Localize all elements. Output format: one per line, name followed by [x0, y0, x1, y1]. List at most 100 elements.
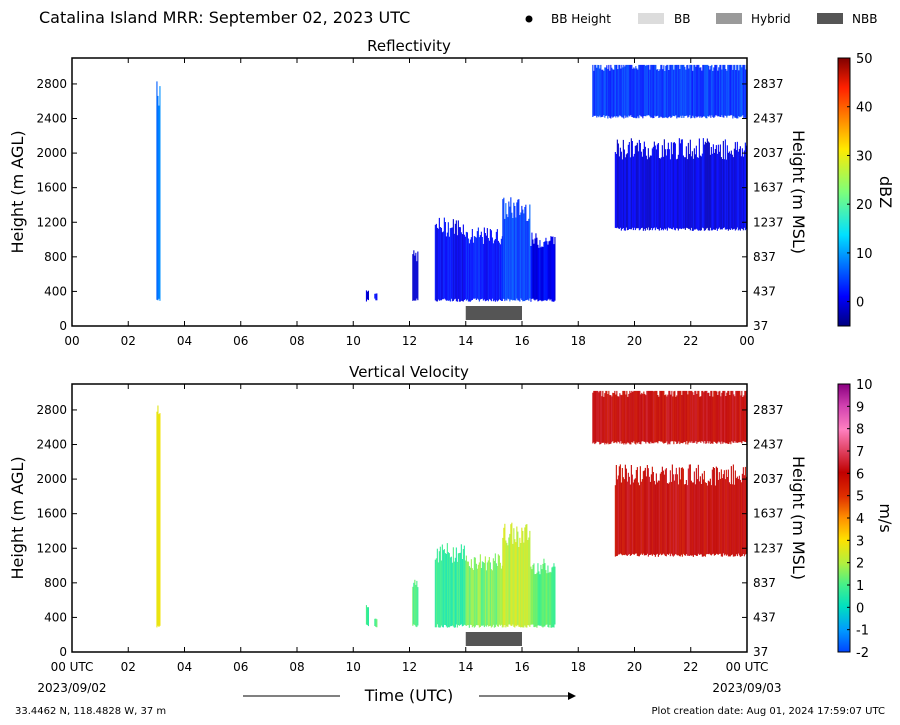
echo-region-9-column — [678, 467, 680, 557]
echo-region-4-column — [452, 547, 454, 627]
echo-region-8-column — [607, 69, 609, 119]
echo-region-8-column — [617, 69, 619, 118]
echo-region-9-column — [714, 149, 716, 230]
echo-region-8-column — [606, 65, 608, 116]
echo-region-6-column — [515, 217, 517, 301]
echo-region-9-column — [733, 484, 735, 557]
echo-region-6-column — [526, 524, 528, 628]
echo-region-8-column — [638, 64, 640, 119]
echo-region-9-column — [619, 464, 621, 554]
echo-region-5-column — [497, 554, 499, 627]
echo-region-9-column — [621, 159, 623, 229]
echo-region-8-column — [667, 394, 669, 445]
echo-region-5-column — [494, 553, 496, 628]
echo-region-8-column — [727, 390, 729, 444]
echo-region-9-column — [676, 474, 678, 556]
echo-region-7-column — [548, 241, 550, 299]
echo-region-4-column — [440, 560, 442, 626]
echo-region-9-column — [659, 158, 661, 228]
echo-region-8-column — [633, 390, 635, 442]
echo-region-9-column — [674, 474, 676, 555]
legend-marker-bb-height — [525, 15, 533, 23]
echo-region-9-column — [712, 467, 714, 554]
echo-region-8-column — [723, 390, 725, 443]
echo-region-9-column — [626, 481, 628, 556]
echo-region-9-column — [695, 145, 697, 229]
echo-region-7-column — [550, 236, 552, 300]
echo-region-9-column — [653, 480, 655, 555]
echo-region-9-column — [726, 145, 728, 230]
echo-region-9-column — [644, 146, 646, 231]
echo-region-9-column — [646, 159, 648, 230]
echo-region-4-column — [436, 227, 438, 302]
figure-title: Catalina Island MRR: September 02, 2023 … — [39, 8, 410, 27]
echo-region-8-column — [713, 390, 715, 442]
echo-region-8-column — [652, 64, 654, 119]
echo-region-2-column — [375, 618, 377, 627]
echo-region-5-column — [499, 562, 501, 626]
echo-region-8-column — [632, 68, 634, 118]
echo-region-8-column — [636, 68, 638, 119]
echo-region-9-column — [629, 484, 631, 556]
echo-region-8-column — [594, 390, 596, 445]
echo-region-9-column — [719, 144, 721, 230]
echo-region-4-column — [463, 234, 465, 301]
y-tick-label-right: 37 — [753, 319, 768, 333]
echo-region-8-column — [680, 64, 682, 116]
echo-region-9-column — [665, 468, 667, 557]
echo-region-8-column — [660, 390, 662, 442]
echo-region-9-column — [661, 145, 663, 230]
echo-region-8-column — [736, 390, 738, 443]
echo-region-8-column — [599, 390, 601, 445]
echo-region-8-column — [675, 64, 677, 116]
echo-region-6-column — [516, 526, 518, 627]
reflectivity-colorbar-ticks: 0 10 20 30 40 50 — [847, 52, 873, 311]
echo-region-5-column — [471, 229, 473, 300]
echo-region-8-column — [696, 64, 698, 118]
echo-region-4-column — [446, 232, 448, 301]
echo-region-5-column — [471, 568, 473, 628]
y-tick-label-right: 2037 — [753, 146, 784, 160]
y-tick-label-right: 437 — [753, 610, 776, 624]
y-tick-label-right: 437 — [753, 284, 776, 298]
echo-region-6-column — [525, 204, 527, 301]
echo-region-9-column — [614, 152, 616, 228]
echo-region-8-column — [694, 390, 696, 443]
echo-region-5-column — [500, 238, 502, 301]
echo-region-8-column — [674, 64, 676, 117]
echo-region-8-column — [719, 390, 721, 443]
y-tick-label: 1200 — [36, 215, 67, 229]
echo-region-8-column — [598, 65, 600, 118]
echo-region-9-column — [654, 484, 656, 557]
echo-region-9-column — [708, 481, 710, 554]
echo-region-5-column — [497, 240, 499, 301]
echo-region-4-column — [448, 236, 450, 301]
echo-region-8-column — [703, 392, 705, 444]
echo-region-8-column — [662, 390, 664, 443]
colorbar-tick-label: 20 — [856, 198, 873, 213]
echo-region-8-column — [597, 64, 599, 117]
echo-region-6-column — [518, 547, 520, 627]
echo-region-9-column — [694, 484, 696, 556]
echo-region-8-column — [715, 64, 717, 116]
echo-region-9-column — [653, 141, 655, 228]
echo-region-9-column — [720, 157, 722, 230]
echo-region-8-column — [615, 64, 617, 118]
x-tick-label: 08 — [289, 334, 304, 348]
echo-region-6-column — [526, 221, 528, 301]
echo-region-4-column — [439, 546, 441, 628]
echo-region-9-column — [622, 139, 624, 229]
echo-region-6-column — [521, 205, 523, 300]
echo-region-5-column — [470, 559, 472, 625]
echo-region-9-column — [620, 482, 622, 555]
x-tick-label: 22 — [683, 660, 698, 674]
colorbar-tick-label: 10 — [856, 378, 873, 393]
echo-region-9-column — [634, 478, 636, 554]
echo-region-8-column — [710, 390, 712, 444]
colorbar-tick-label: 40 — [856, 101, 873, 116]
echo-region-7-column — [531, 569, 533, 625]
echo-region-8-column — [729, 64, 731, 116]
echo-region-8-column — [634, 68, 636, 118]
echo-region-5-column — [480, 568, 482, 626]
echo-region-9-column — [708, 142, 710, 231]
